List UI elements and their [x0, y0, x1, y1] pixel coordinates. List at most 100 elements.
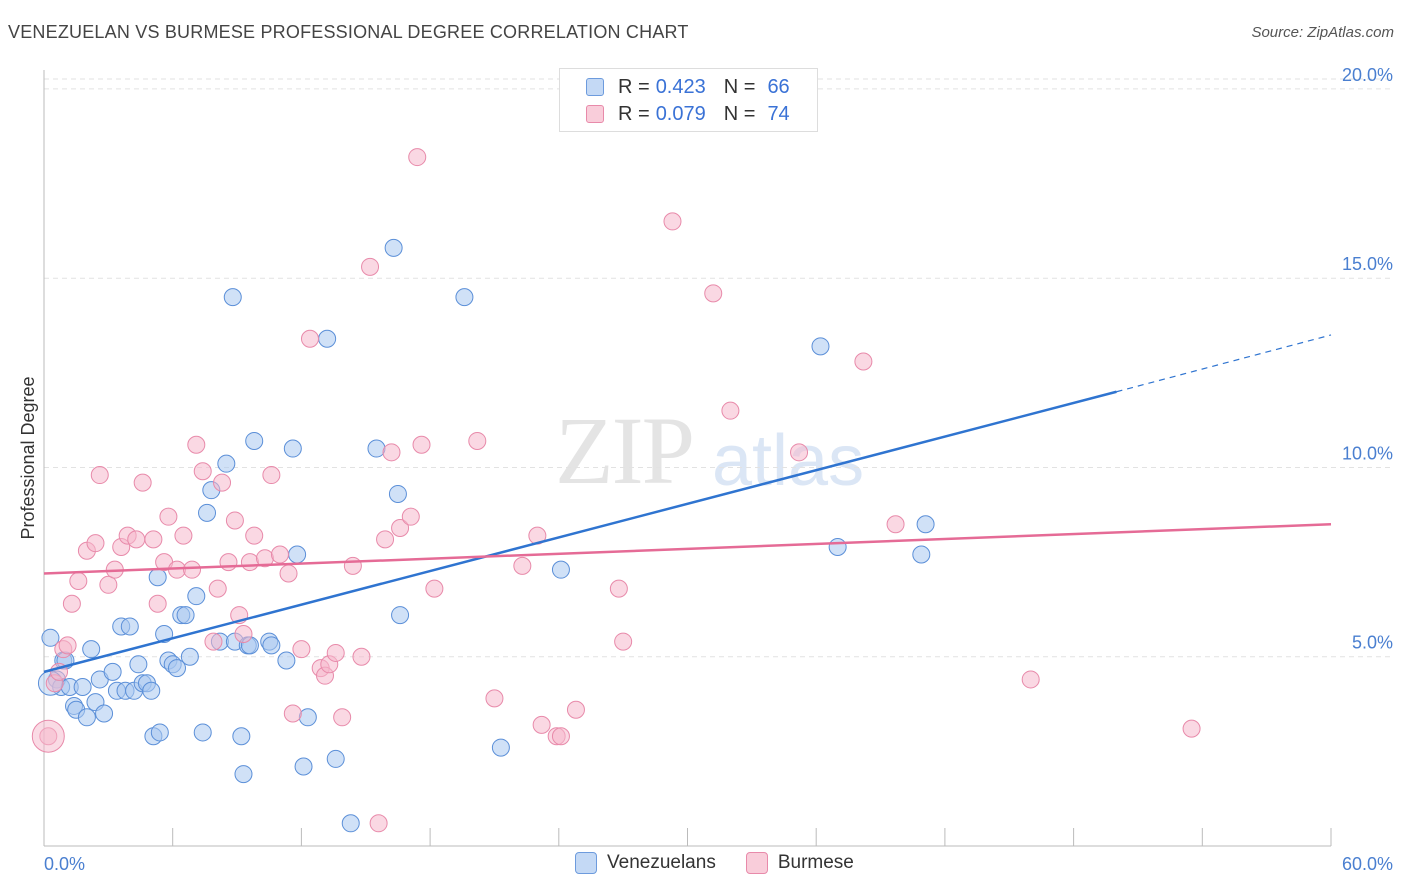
burmese-point: [31, 719, 65, 753]
venezuelans-point: [277, 651, 296, 670]
burmese-point: [401, 507, 420, 526]
y-tick-labels: 5.0% 10.0% 15.0% 20.0%: [1342, 65, 1393, 653]
venezuelans-point: [176, 606, 195, 625]
legend-n-label: N =: [723, 75, 756, 98]
burmese-point: [148, 594, 167, 613]
bottom-swatch-venezuelans: [575, 852, 597, 874]
legend-row-venezuelans: R = 0.423 N = 66: [586, 74, 790, 100]
burmese-point: [513, 556, 532, 575]
venezuelans-point: [916, 515, 935, 534]
burmese-point: [704, 284, 723, 303]
burmese-point: [213, 473, 232, 492]
bottom-legend-burmese: Burmese: [745, 852, 854, 874]
burmese-point: [721, 401, 740, 420]
trend-lines: [43, 334, 1332, 674]
venezuelans-point: [217, 454, 236, 473]
burmese-point: [283, 704, 302, 723]
burmese-point: [854, 352, 873, 371]
venezuelans-point: [82, 640, 101, 659]
venezuelans-point: [150, 723, 169, 742]
burmese-point: [90, 466, 109, 485]
venezuelans-point: [77, 708, 96, 727]
burmese-point: [193, 462, 212, 481]
burmese-point: [408, 148, 427, 167]
venezuelans-point: [129, 655, 148, 674]
burmese-point: [468, 431, 487, 450]
legend-swatch-venezuelans: [586, 78, 604, 96]
burmese-point: [663, 212, 682, 231]
burmese-point: [187, 435, 206, 454]
venezuelans-points: [37, 238, 935, 833]
burmese-point: [174, 526, 193, 545]
burmese-point: [159, 507, 178, 526]
burmese-trend-line: [43, 522, 1332, 575]
venezuelans-point: [455, 288, 474, 307]
venezuelans-point: [187, 587, 206, 606]
venezuelans-point: [41, 628, 60, 647]
y-tick-label: 10.0%: [1342, 443, 1393, 463]
burmese-point: [292, 640, 311, 659]
venezuelans-point: [262, 636, 281, 655]
venezuelans-point: [120, 617, 139, 636]
burmese-point: [333, 708, 352, 727]
venezuelans-point: [95, 704, 114, 723]
burmese-point: [240, 553, 259, 572]
legend-r-label: R =: [618, 75, 650, 98]
burmese-point: [58, 636, 77, 655]
burmese-point: [86, 534, 105, 553]
venezuelans-point: [73, 678, 92, 697]
legend-n-label: N =: [723, 102, 756, 125]
burmese-point: [886, 515, 905, 534]
legend-n-value: 66: [767, 75, 790, 98]
burmese-point: [127, 530, 146, 549]
venezuelans-point: [103, 662, 122, 681]
venezuelans-point: [294, 757, 313, 776]
x-tick-min: 0.0%: [44, 854, 85, 874]
burmese-point: [208, 579, 227, 598]
burmese-point: [425, 579, 444, 598]
venezuelans-point: [811, 337, 830, 356]
venezuelans-point: [318, 329, 337, 348]
legend-row-burmese: R = 0.079 N = 74: [586, 101, 790, 127]
burmese-point: [62, 594, 81, 613]
y-axis-label: Professional Degree: [18, 376, 38, 539]
burmese-points: [31, 148, 1201, 833]
venezuelans-point: [551, 560, 570, 579]
venezuelans-point: [384, 238, 403, 257]
venezuelans-point: [193, 723, 212, 742]
burmese-point: [99, 575, 118, 594]
burmese-point: [234, 625, 253, 644]
burmese-point: [485, 689, 504, 708]
venezuelans-point: [388, 484, 407, 503]
venezuelans-point: [234, 765, 253, 784]
chart-title: VENEZUELAN VS BURMESE PROFESSIONAL DEGRE…: [8, 22, 689, 42]
burmese-point: [361, 257, 380, 276]
venezuelans-point: [167, 659, 186, 678]
venezuelans-point: [148, 568, 167, 587]
burmese-point: [532, 715, 551, 734]
burmese-point: [279, 564, 298, 583]
burmese-point: [262, 466, 281, 485]
bottom-legend-label: Burmese: [777, 852, 854, 873]
burmese-point: [144, 530, 163, 549]
venezuelans-point: [283, 439, 302, 458]
legend-r-value: 0.423: [655, 75, 706, 98]
burmese-point: [270, 545, 289, 564]
burmese-point: [369, 814, 388, 833]
venezuelans-point: [298, 708, 317, 727]
legend-n-value: 74: [767, 102, 790, 125]
burmese-point: [343, 556, 362, 575]
burmese-point: [382, 443, 401, 462]
venezuelans-point: [828, 537, 847, 556]
bottom-legend: Venezuelans Burmese: [575, 852, 884, 874]
venezuelans-point: [326, 749, 345, 768]
burmese-point: [790, 443, 809, 462]
venezuelans-point: [245, 431, 264, 450]
bottom-swatch-burmese: [745, 852, 768, 874]
legend-r-label: R =: [618, 102, 650, 125]
source-credit: Source: ZipAtlas.com: [1251, 24, 1394, 41]
venezuelans-point: [367, 439, 386, 458]
burmese-point: [391, 519, 410, 538]
burmese-point: [219, 553, 238, 572]
venezuelans-trend-line: [43, 390, 1117, 674]
